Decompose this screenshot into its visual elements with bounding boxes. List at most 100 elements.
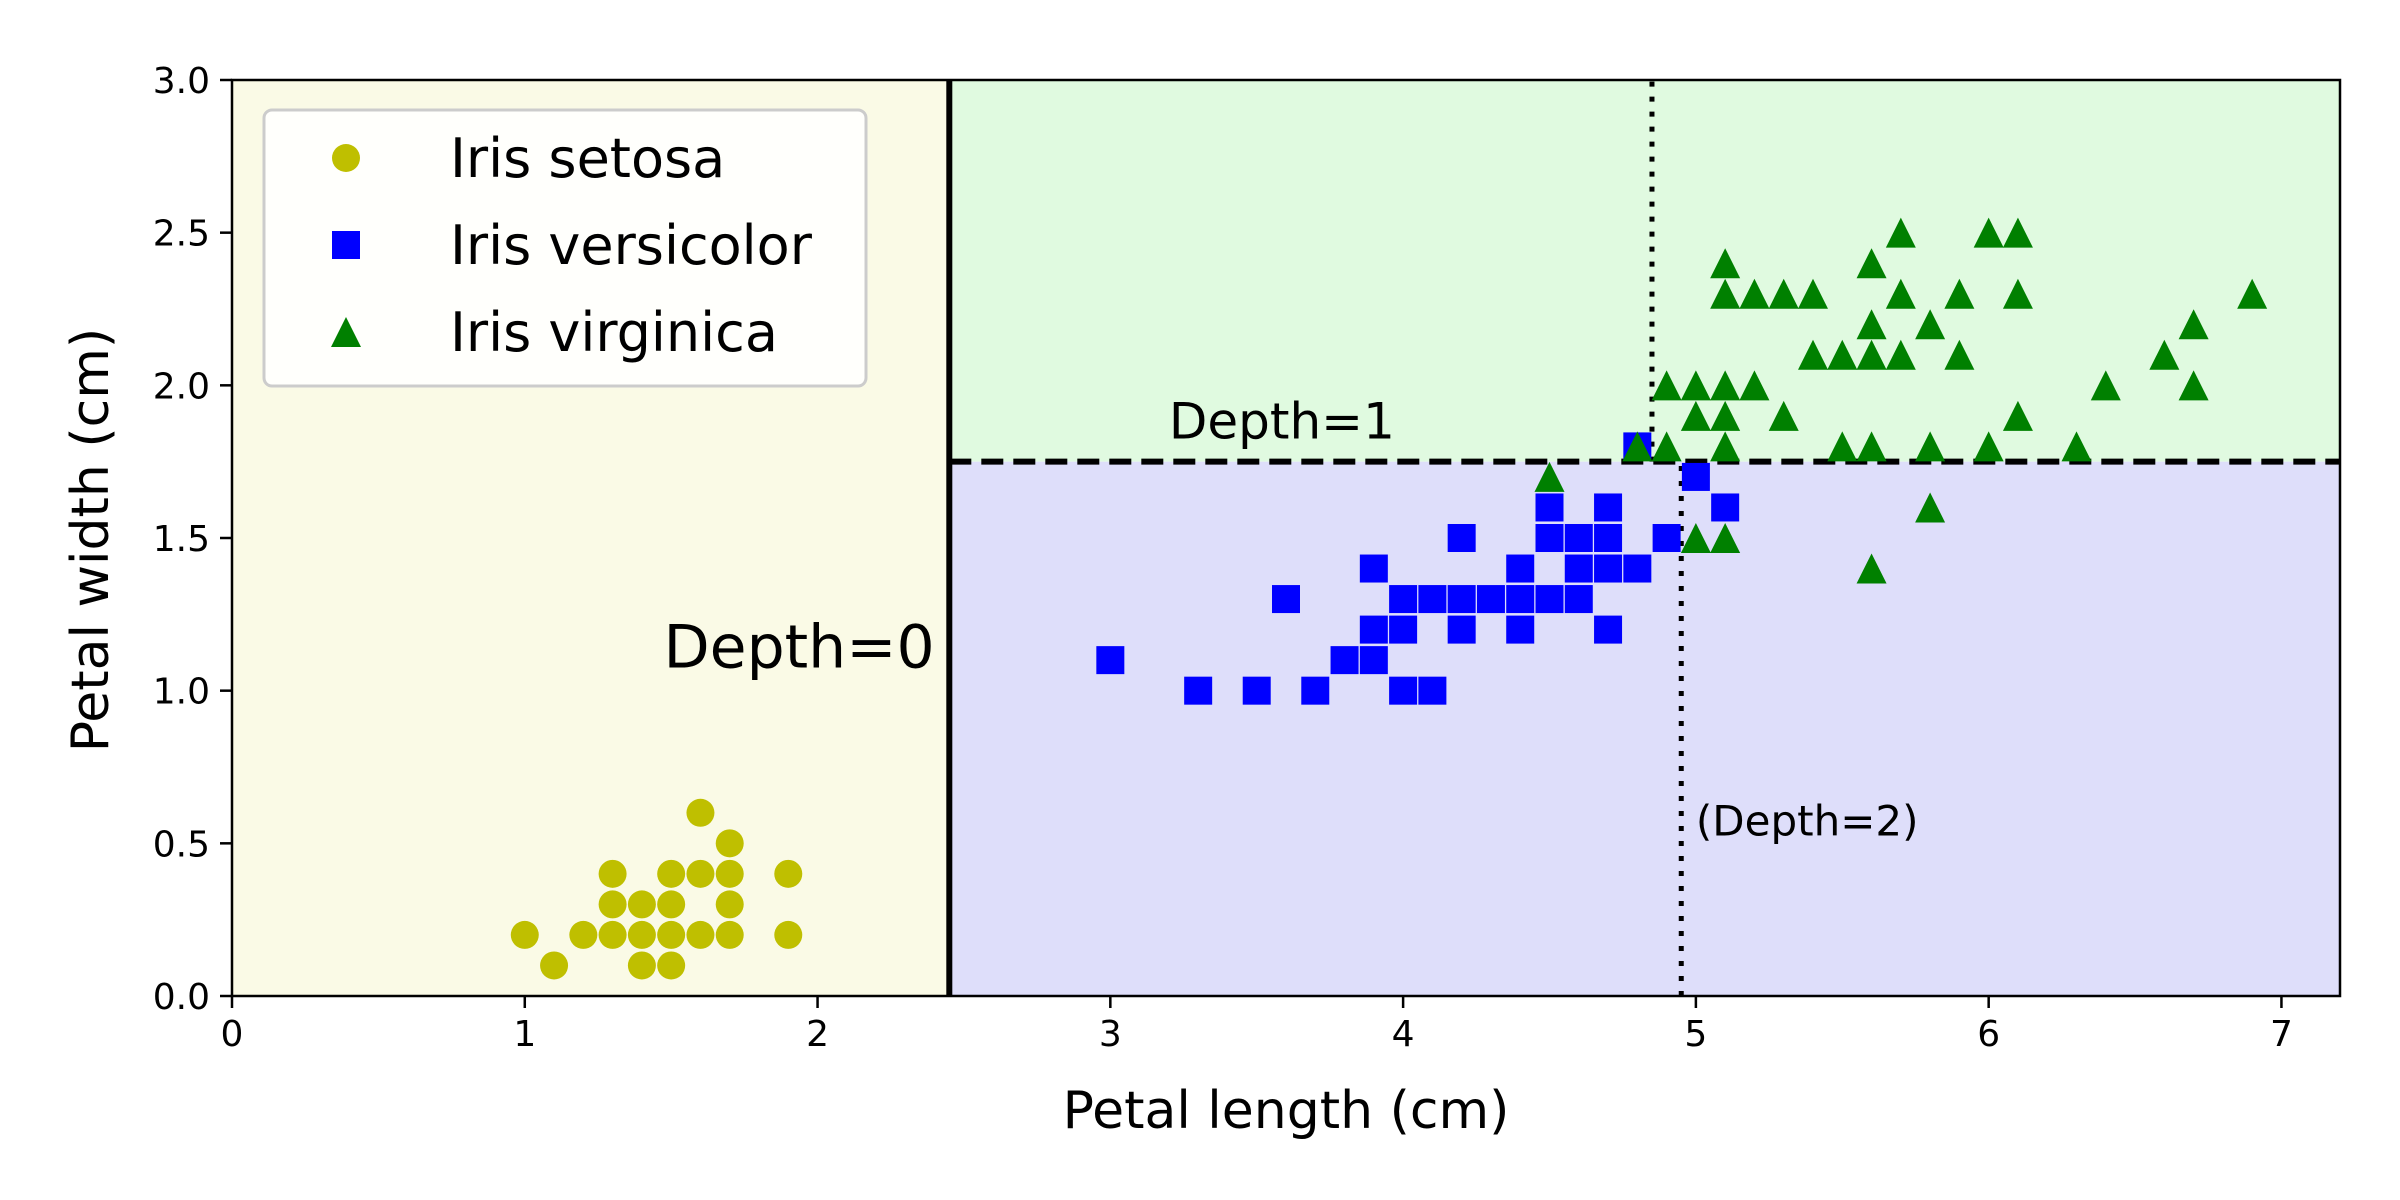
point-iris-setosa [657, 920, 686, 949]
point-iris-virginica [1680, 523, 1711, 553]
point-iris-versicolor [1594, 524, 1623, 552]
point-iris-virginica [1944, 339, 1975, 370]
legend: Iris setosa Iris versicolor Iris virginica [262, 108, 868, 388]
point-iris-virginica [1885, 278, 1916, 309]
point-iris-virginica [2178, 370, 2209, 401]
data-points [510, 217, 2268, 980]
point-iris-versicolor [1652, 524, 1681, 552]
legend-label: Iris virginica [450, 301, 778, 364]
point-iris-virginica [1739, 370, 1770, 401]
decision-boundaries [946, 80, 2340, 996]
point-iris-versicolor [1623, 554, 1652, 583]
point-iris-versicolor [1506, 554, 1535, 583]
point-iris-versicolor [1535, 585, 1564, 614]
y-tick-label: 1.0 [153, 672, 210, 713]
point-iris-versicolor [1418, 676, 1447, 705]
point-iris-versicolor [1594, 554, 1623, 583]
y-tick-label: 0.5 [153, 824, 210, 865]
y-tick-label: 3.0 [153, 61, 210, 102]
x-tick-label: 0 [221, 1014, 244, 1055]
point-iris-versicolor [1535, 493, 1564, 522]
x-tick-label: 1 [513, 1014, 536, 1055]
x-axis: 0 1 2 3 4 5 6 7 [221, 996, 2293, 1055]
point-iris-versicolor [1359, 646, 1388, 675]
point-iris-setosa [686, 859, 715, 888]
point-iris-versicolor [1506, 585, 1535, 614]
point-iris-versicolor [1096, 646, 1125, 675]
point-iris-versicolor [1564, 554, 1593, 583]
x-tick-label: 4 [1392, 1014, 1415, 1055]
point-iris-setosa [686, 798, 715, 827]
point-iris-versicolor [1711, 493, 1740, 522]
y-tick-label: 2.0 [153, 366, 210, 407]
point-iris-virginica [1710, 248, 1741, 279]
point-iris-setosa [510, 920, 539, 949]
point-iris-versicolor [1447, 524, 1476, 552]
point-iris-setosa [715, 890, 744, 919]
point-iris-virginica [1622, 431, 1653, 462]
point-iris-setosa [598, 859, 627, 888]
point-iris-virginica [1798, 339, 1828, 370]
point-iris-virginica [1856, 339, 1887, 370]
point-iris-virginica [2061, 431, 2092, 462]
point-iris-versicolor [1389, 615, 1418, 644]
point-iris-setosa [686, 920, 715, 949]
point-iris-virginica [1973, 431, 2004, 462]
point-iris-versicolor [1447, 615, 1476, 644]
point-iris-setosa [627, 951, 656, 980]
point-iris-setosa [715, 920, 744, 949]
point-iris-setosa [569, 920, 598, 949]
point-iris-versicolor [1359, 615, 1388, 644]
point-iris-virginica [1739, 278, 1770, 309]
legend-marker [331, 317, 361, 347]
point-iris-virginica [2178, 309, 2209, 340]
point-iris-versicolor [1681, 462, 1710, 491]
point-iris-virginica [1710, 431, 1741, 462]
x-tick-label: 7 [2270, 1014, 2293, 1055]
point-iris-virginica [1827, 339, 1858, 370]
legend-label: Iris setosa [450, 127, 725, 190]
point-iris-virginica [1915, 309, 1946, 340]
region-1 [949, 80, 2340, 462]
point-iris-virginica [1710, 370, 1741, 401]
x-tick-label: 2 [806, 1014, 829, 1055]
point-iris-versicolor [1564, 524, 1593, 552]
point-iris-setosa [715, 829, 744, 858]
point-iris-virginica [1710, 400, 1741, 431]
point-iris-virginica [2002, 400, 2033, 431]
point-iris-versicolor [1330, 646, 1359, 675]
point-iris-virginica [1534, 461, 1565, 492]
point-iris-virginica [1651, 370, 1682, 401]
point-iris-virginica [1856, 431, 1887, 462]
x-tick-label: 3 [1099, 1014, 1122, 1055]
point-iris-versicolor [1594, 493, 1623, 522]
annotation: (Depth=2) [1696, 796, 1919, 845]
x-axis-label: Petal length (cm) [1063, 1081, 1510, 1141]
point-iris-virginica [1680, 370, 1711, 401]
point-iris-versicolor [1594, 615, 1623, 644]
point-iris-virginica [1710, 523, 1741, 553]
point-iris-virginica [1856, 309, 1887, 340]
point-iris-virginica [2237, 278, 2268, 309]
point-iris-setosa [715, 859, 744, 888]
point-iris-setosa [627, 890, 656, 919]
y-tick-label: 2.5 [153, 214, 210, 255]
legend-marker [332, 231, 360, 259]
depth-annotations: Depth=0 Depth=1 (Depth=2) [663, 392, 1918, 845]
point-iris-setosa [598, 920, 627, 949]
point-iris-virginica [1915, 431, 1946, 462]
point-iris-virginica [1885, 339, 1916, 370]
point-iris-versicolor [1242, 676, 1271, 705]
point-iris-versicolor [1389, 585, 1418, 614]
point-iris-virginica [1768, 278, 1799, 309]
point-iris-versicolor [1359, 554, 1388, 583]
point-iris-virginica [1768, 400, 1799, 431]
point-iris-virginica [1680, 400, 1711, 431]
legend-marker [332, 144, 360, 172]
legend-label: Iris versicolor [450, 214, 813, 277]
point-iris-versicolor [1418, 585, 1447, 614]
point-iris-virginica [1885, 217, 1916, 248]
point-iris-versicolor [1272, 585, 1300, 614]
point-iris-versicolor [1184, 676, 1213, 705]
